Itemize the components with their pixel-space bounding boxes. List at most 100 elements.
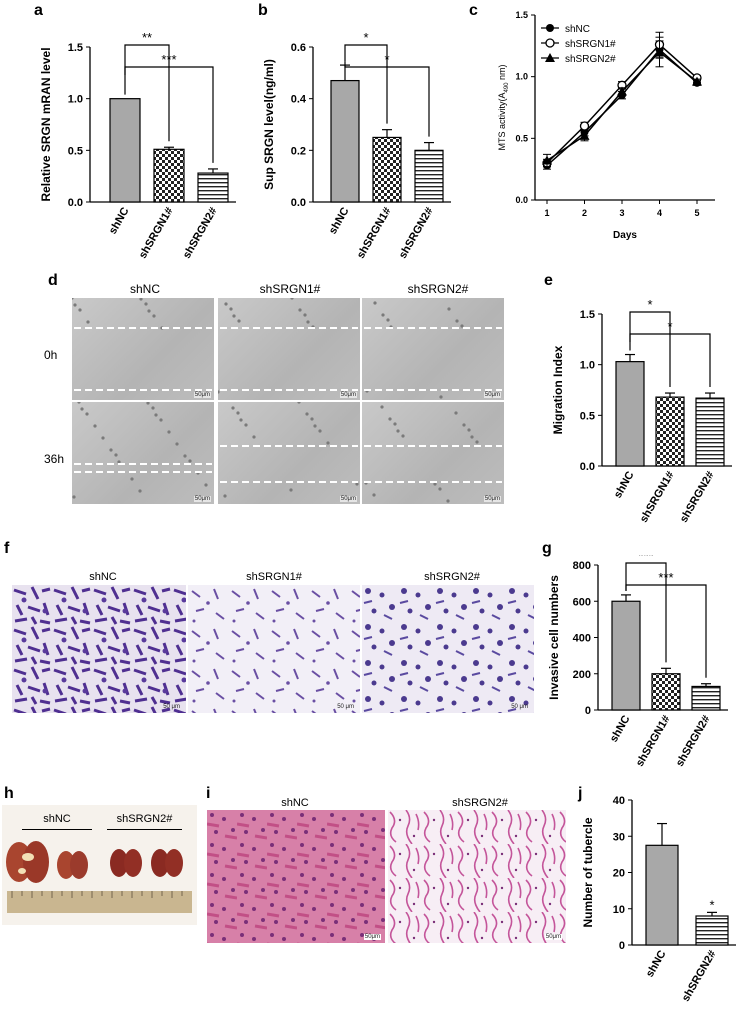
lung-specimens xyxy=(6,841,192,913)
x-tick-label: shSRGN2# xyxy=(181,206,220,261)
cell xyxy=(85,412,89,416)
cell xyxy=(237,319,241,323)
y-tick-label: 20 xyxy=(613,868,625,880)
cell xyxy=(318,429,322,433)
cell xyxy=(306,320,310,324)
significance-label: *** xyxy=(638,555,653,563)
series-line xyxy=(546,48,698,167)
y-tick-label: 600 xyxy=(573,596,591,608)
legend-label: shSRGN1# xyxy=(565,39,616,50)
y-axis-label: Number of tubercle xyxy=(581,817,595,927)
cell xyxy=(326,441,330,445)
cell xyxy=(114,453,118,457)
cell xyxy=(470,435,474,439)
bar xyxy=(651,673,681,711)
lung-group-label-shnc: shNC xyxy=(43,813,71,825)
lung-group-underline-shnc xyxy=(22,829,92,830)
bar-chart-migration-index: 0.0 0.5 1.0 1.5 Migration Index shNC shSRGN1# s… xyxy=(551,297,732,525)
panel-label-j: j xyxy=(578,785,583,802)
y-axis-label: Relative SRGN mRAN level xyxy=(39,47,53,201)
x-tick-label: shNC xyxy=(612,469,637,500)
data-point xyxy=(542,155,552,165)
wound-col-label-shnc: shNC xyxy=(129,282,160,296)
cell xyxy=(117,460,121,464)
cell xyxy=(467,428,471,432)
panel-label-f: f xyxy=(4,540,10,557)
cell xyxy=(455,319,459,323)
bar xyxy=(414,149,444,203)
x-tick-label: shSRGN1# xyxy=(137,206,176,261)
cell xyxy=(231,406,235,410)
y-tick-label: 400 xyxy=(573,633,591,645)
y-tick-label: 200 xyxy=(573,669,591,681)
wound-row-label-0h: 0h xyxy=(44,348,58,362)
cell xyxy=(454,411,458,415)
cell xyxy=(447,307,451,311)
cell xyxy=(101,436,105,440)
histology-image-shsrgn2: 50μm xyxy=(388,810,566,943)
invasion-col-label-shnc: shNC xyxy=(89,571,117,583)
cell xyxy=(401,434,405,438)
x-tick-label: shSRGN2# xyxy=(397,206,436,261)
y-tick-label: 0.5 xyxy=(580,410,595,422)
cell xyxy=(77,402,81,404)
cell xyxy=(462,423,466,427)
panel-label-a: a xyxy=(34,2,43,19)
cell xyxy=(475,440,479,444)
line-chart-mts-activity: 0.0 0.5 1.0 1.5 1 2 3 4 5 Days MTS activity(A490 n… xyxy=(497,10,715,241)
x-tick-label: 3 xyxy=(619,208,624,218)
legend-label: shNC xyxy=(565,24,590,35)
panel-label-b: b xyxy=(258,2,268,19)
cell xyxy=(244,423,248,427)
series-line xyxy=(546,50,698,162)
cell xyxy=(355,482,359,486)
bar xyxy=(153,148,185,203)
y-tick-label: 1.0 xyxy=(515,72,528,82)
panel-label-e: e xyxy=(544,272,553,289)
cell xyxy=(154,413,158,417)
wound-image: 50μm xyxy=(362,402,504,504)
significance-label: * xyxy=(363,30,368,45)
y-axis-label: Migration Index xyxy=(551,345,565,434)
significance-label: * xyxy=(384,52,389,67)
cell xyxy=(236,411,240,415)
x-tick-label: 4 xyxy=(657,208,662,218)
cell xyxy=(381,313,385,317)
panel-label-h: h xyxy=(4,785,14,802)
cell xyxy=(167,430,171,434)
y-tick-label: 1.5 xyxy=(580,309,595,321)
y-tick-label: 10 xyxy=(613,904,625,916)
significance-bracket xyxy=(625,584,707,678)
cell xyxy=(152,314,156,318)
cell xyxy=(159,418,163,422)
scale-bar-label: 50μm xyxy=(339,392,357,398)
y-tick-label: 1.0 xyxy=(68,94,83,106)
y-axis-label: Sup SRGN level(ng/ml) xyxy=(262,59,276,190)
significance-label: *** xyxy=(658,570,673,585)
cell xyxy=(380,405,384,409)
y-tick-label: 800 xyxy=(573,560,591,572)
cell xyxy=(388,417,392,421)
cell xyxy=(73,303,77,307)
bar-chart-tubercle: 0 10 20 30 40 Number of tubercle shNC shSRGN2# * xyxy=(581,795,736,1004)
scale-bar-label: 50 μm xyxy=(511,704,528,710)
scale-bar-label: 50μm xyxy=(483,392,501,398)
x-tick-label: shNC xyxy=(327,205,352,236)
x-tick-label: shSRGN2# xyxy=(678,470,717,525)
cell xyxy=(446,499,450,503)
bar xyxy=(691,685,721,711)
y-tick-label: 0.4 xyxy=(291,94,307,106)
invasion-image-shsrgn2: 50 μm xyxy=(362,585,534,713)
significance-label: ** xyxy=(142,30,152,45)
histology-col-label-shsrgn2: shSRGN2# xyxy=(452,797,508,809)
wound-row-label-36h: 36h xyxy=(44,452,65,466)
y-tick-label: 0 xyxy=(585,705,591,717)
wound-healing-grid: shNC shSRGN1# shSRGN2# xyxy=(70,280,515,515)
x-tick-label: shNC xyxy=(107,205,132,236)
x-tick-label: shNC xyxy=(644,948,669,979)
cell xyxy=(80,407,84,411)
wound-col-label-shsrgn2: shSRGN2# xyxy=(407,282,469,296)
significance-bracket xyxy=(625,562,667,663)
cell xyxy=(372,493,376,497)
significance-bracket xyxy=(344,61,430,137)
